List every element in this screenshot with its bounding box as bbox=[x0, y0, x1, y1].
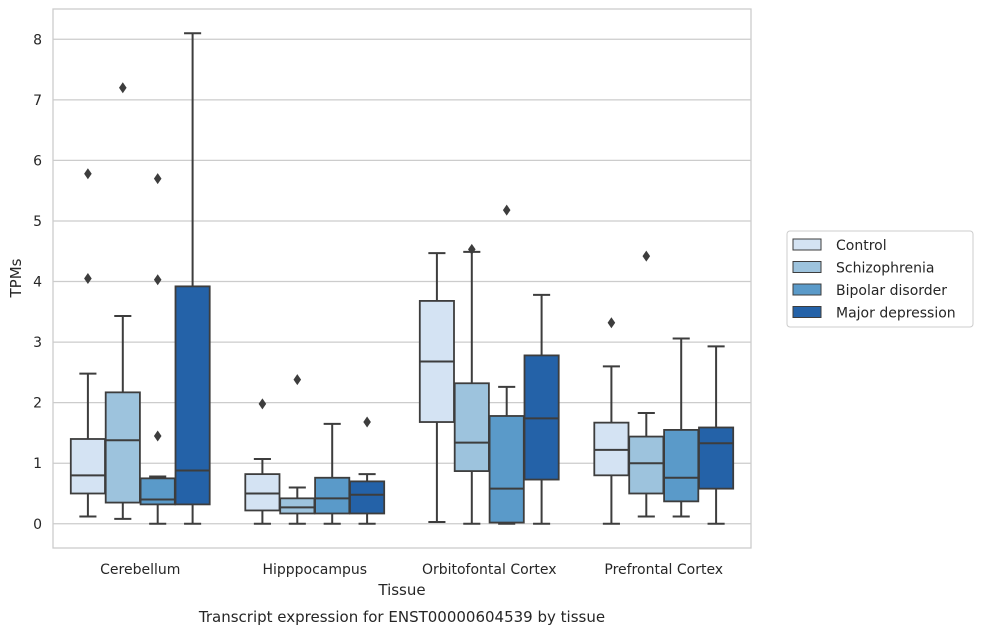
plot-frame bbox=[52, 8, 752, 549]
box-body bbox=[104, 391, 141, 504]
box-3-3 bbox=[698, 345, 735, 525]
x-tick-label-3: Prefrontal Cortex bbox=[604, 562, 723, 578]
chart-caption: Transcript expression for ENST0000060453… bbox=[198, 608, 605, 626]
outlier-point bbox=[363, 416, 371, 428]
box-body bbox=[488, 415, 525, 524]
box-0-2 bbox=[139, 173, 176, 525]
legend-label-3: Major depression bbox=[836, 306, 956, 322]
box-2-0 bbox=[418, 252, 455, 523]
y-tick-label: 7 bbox=[33, 93, 42, 109]
y-axis-ticks: 0 1 2 3 4 5 6 7 8 bbox=[33, 32, 42, 532]
y-tick-label: 6 bbox=[33, 153, 42, 169]
y-tick-label: 2 bbox=[33, 396, 42, 412]
legend-frame bbox=[786, 230, 974, 328]
box-body bbox=[698, 426, 735, 490]
box-0-1 bbox=[104, 82, 141, 520]
legend-swatch-2 bbox=[792, 283, 822, 296]
y-axis-label: TPMs bbox=[7, 258, 25, 298]
y-tick-label: 0 bbox=[33, 517, 42, 533]
box-3-1 bbox=[628, 250, 665, 518]
y-tick-label: 8 bbox=[33, 32, 42, 48]
box-2-1 bbox=[453, 243, 490, 525]
grid-lines bbox=[53, 38, 751, 525]
box-3-0 bbox=[593, 317, 630, 525]
box-body bbox=[244, 473, 281, 512]
outlier-point bbox=[153, 173, 162, 185]
legend-label-0: Control bbox=[836, 238, 887, 254]
outlier-point bbox=[607, 317, 616, 329]
outlier-point bbox=[642, 250, 651, 262]
box-plot-area bbox=[69, 32, 735, 525]
outlier-point bbox=[84, 168, 92, 180]
outlier-point bbox=[502, 204, 511, 216]
legend-label-1: Schizophrenia bbox=[836, 261, 934, 277]
y-tick-label: 4 bbox=[33, 275, 42, 291]
box-1-1 bbox=[279, 374, 316, 525]
x-tick-label-1: Hipppocampus bbox=[262, 562, 367, 578]
y-tick-label: 1 bbox=[33, 456, 42, 472]
box-body bbox=[628, 435, 665, 495]
box-body bbox=[349, 480, 386, 515]
box-1-3 bbox=[349, 416, 386, 525]
box-1-2 bbox=[314, 422, 351, 525]
outlier-point bbox=[153, 274, 162, 286]
x-tick-label-2: Orbitofontal Cortex bbox=[422, 562, 557, 578]
box-body bbox=[69, 438, 106, 495]
outlier-point bbox=[153, 430, 162, 442]
box-body bbox=[174, 285, 211, 506]
box-2-2 bbox=[488, 204, 525, 525]
box-body bbox=[453, 382, 490, 472]
y-tick-label: 5 bbox=[33, 214, 42, 230]
legend-swatch-1 bbox=[792, 261, 822, 273]
box-body bbox=[663, 429, 700, 503]
x-tick-label-0: Cerebellum bbox=[100, 562, 180, 578]
legend-label-2: Bipolar disorder bbox=[836, 283, 947, 299]
outlier-point bbox=[84, 273, 92, 284]
box-body bbox=[314, 476, 351, 515]
outlier-point bbox=[293, 374, 302, 386]
box-2-3 bbox=[523, 293, 560, 525]
x-axis-ticks: Cerebellum Hipppocampus Orbitofontal Corte… bbox=[100, 562, 723, 578]
x-axis-label: Tissue bbox=[377, 581, 425, 599]
y-tick-label: 3 bbox=[33, 335, 42, 351]
outlier-point bbox=[258, 398, 267, 410]
outlier-point bbox=[119, 82, 127, 94]
box-3-2 bbox=[663, 337, 700, 518]
box-1-0 bbox=[244, 398, 281, 525]
outlier-point bbox=[468, 243, 476, 255]
legend-swatch-0 bbox=[792, 238, 822, 251]
box-0-3 bbox=[174, 32, 211, 525]
legend: Control Schizophrenia Bipolar disorder Majo… bbox=[786, 230, 974, 328]
box-body bbox=[279, 497, 316, 515]
legend-swatch-3 bbox=[792, 306, 822, 318]
